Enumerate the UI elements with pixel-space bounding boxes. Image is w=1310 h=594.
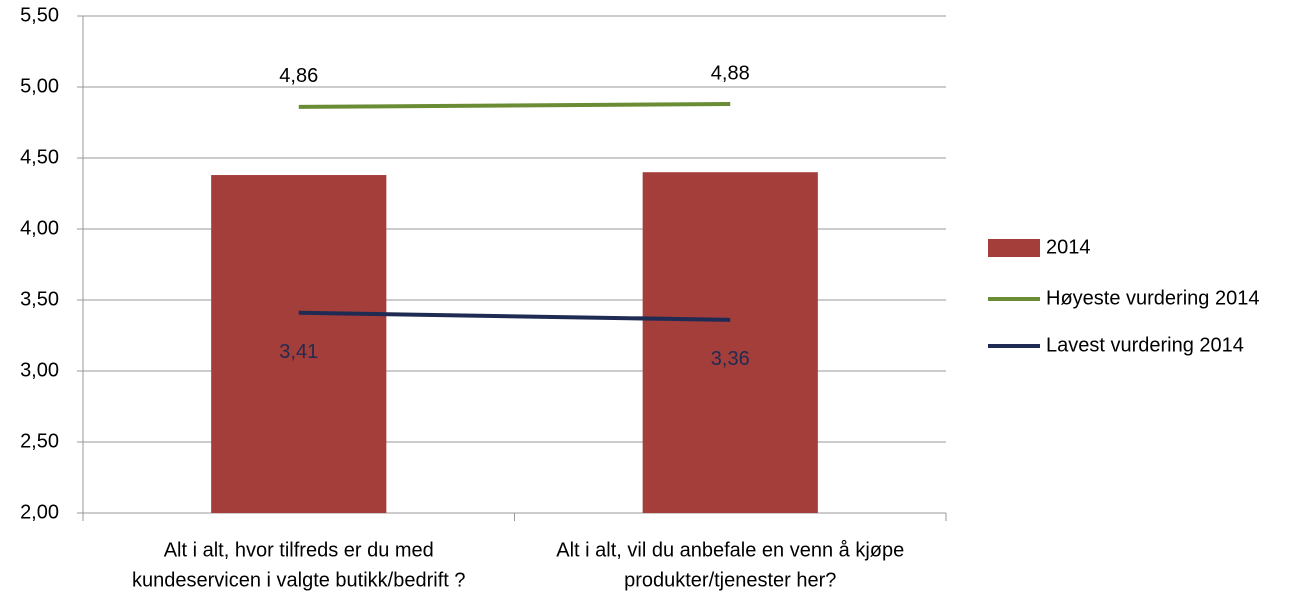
legend-label: Lavest vurdering 2014 [1046, 334, 1244, 356]
x-tick-label: Alt i alt, vil du anbefale en venn å kjø… [556, 539, 904, 561]
line [298, 102, 731, 109]
data-label: 4,86 [279, 65, 318, 87]
y-tick-label: 4,00 [20, 217, 59, 239]
y-tick-label: 3,50 [20, 288, 59, 310]
y-tick-label: 5,50 [20, 4, 59, 26]
x-tick-label: Alt i alt, hvor tilfreds er du med [164, 539, 434, 561]
legend-swatch [988, 239, 1040, 257]
y-tick-label: 2,00 [20, 501, 59, 523]
data-label: 4,88 [711, 62, 750, 84]
x-tick-label: produkter/tjenester her? [624, 569, 836, 591]
line [298, 310, 731, 322]
x-tick-label: kundeservicen i valgte butikk/bedrift ? [132, 569, 466, 591]
y-tick-label: 3,00 [20, 359, 59, 381]
legend-label: 2014 [1046, 236, 1091, 258]
bar [642, 172, 818, 513]
y-tick-label: 4,50 [20, 146, 59, 168]
bar [211, 175, 387, 514]
data-label: 3,36 [711, 348, 750, 370]
data-label: 3,41 [279, 341, 318, 363]
y-tick-label: 5,00 [20, 75, 59, 97]
y-tick-label: 2,50 [20, 430, 59, 452]
legend-label: Høyeste vurdering 2014 [1046, 287, 1259, 309]
